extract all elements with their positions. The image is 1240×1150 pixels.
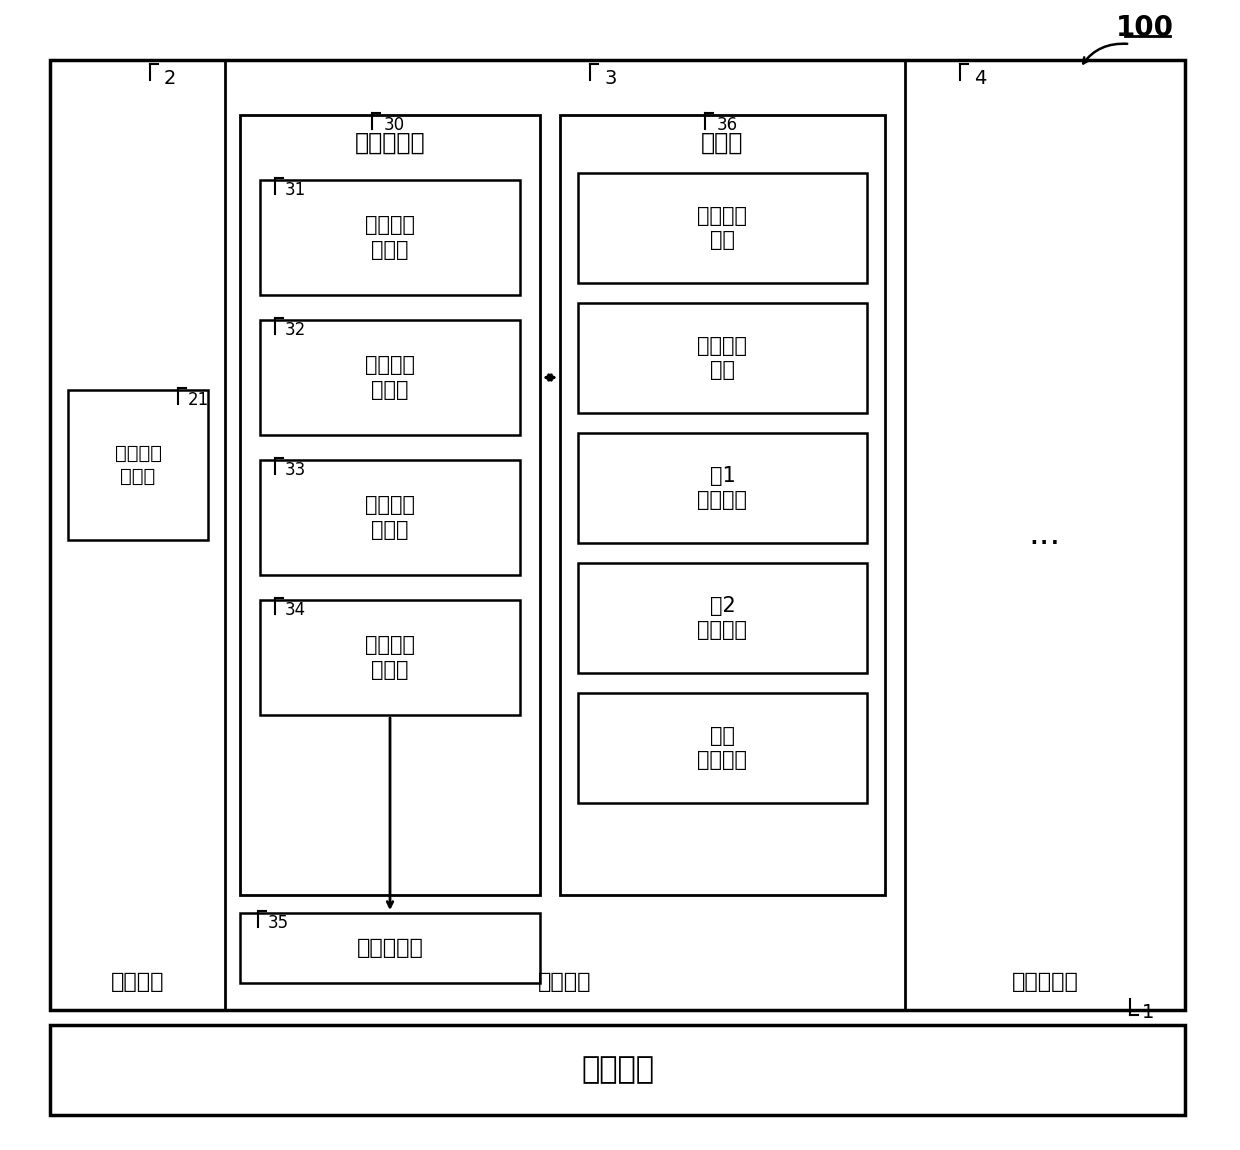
Text: 存储部: 存储部	[702, 131, 744, 155]
Bar	[260, 181, 520, 296]
Text: 基本单元: 基本单元	[582, 1056, 653, 1084]
Text: 剩余寿命
存储部: 剩余寿命 存储部	[114, 444, 161, 486]
Text: 负载电流
信息: 负载电流 信息	[697, 206, 748, 251]
Bar	[241, 913, 539, 983]
Bar	[50, 1025, 1185, 1116]
Text: 负载电流
计算部: 负载电流 计算部	[365, 215, 415, 260]
Text: 第1
对应信息: 第1 对应信息	[697, 466, 748, 511]
Bar	[260, 600, 520, 715]
Bar	[50, 60, 1185, 1010]
Text: 寿命通知部: 寿命通知部	[357, 938, 423, 958]
Bar	[260, 320, 520, 435]
Bar	[578, 302, 867, 413]
Text: 3: 3	[604, 69, 616, 87]
Text: 第2
对应信息: 第2 对应信息	[697, 596, 748, 641]
Text: 控制单元: 控制单元	[538, 972, 591, 992]
Text: 寿命诊断部: 寿命诊断部	[355, 131, 425, 155]
Text: 30: 30	[384, 116, 405, 135]
Bar	[578, 434, 867, 543]
Bar	[68, 390, 208, 540]
Bar	[578, 693, 867, 803]
Text: 100: 100	[1116, 14, 1174, 43]
Text: 1: 1	[1142, 1004, 1154, 1022]
Text: 2: 2	[164, 69, 176, 87]
Bar	[241, 115, 539, 895]
Text: 周围温度
信息: 周围温度 信息	[697, 336, 748, 381]
Text: 21: 21	[188, 391, 210, 409]
Bar	[578, 172, 867, 283]
Bar	[578, 564, 867, 673]
Text: 31: 31	[285, 181, 306, 199]
Text: 推定温度
计算部: 推定温度 计算部	[365, 355, 415, 400]
Text: 32: 32	[285, 321, 306, 339]
Text: 电源单元: 电源单元	[110, 972, 164, 992]
Text: 剩余寿命
计算部: 剩余寿命 计算部	[365, 496, 415, 539]
Text: 额定
电流信息: 额定 电流信息	[697, 726, 748, 770]
Text: 36: 36	[717, 116, 738, 135]
Text: 35: 35	[268, 914, 289, 932]
Bar	[560, 115, 885, 895]
Text: 34: 34	[285, 601, 306, 619]
Text: 33: 33	[285, 461, 306, 480]
Text: 4: 4	[973, 69, 986, 87]
Text: 被控制单元: 被控制单元	[1012, 972, 1079, 992]
Bar	[260, 460, 520, 575]
Text: 运转时间
测量部: 运转时间 测量部	[365, 635, 415, 680]
Text: ...: ...	[1029, 519, 1061, 552]
